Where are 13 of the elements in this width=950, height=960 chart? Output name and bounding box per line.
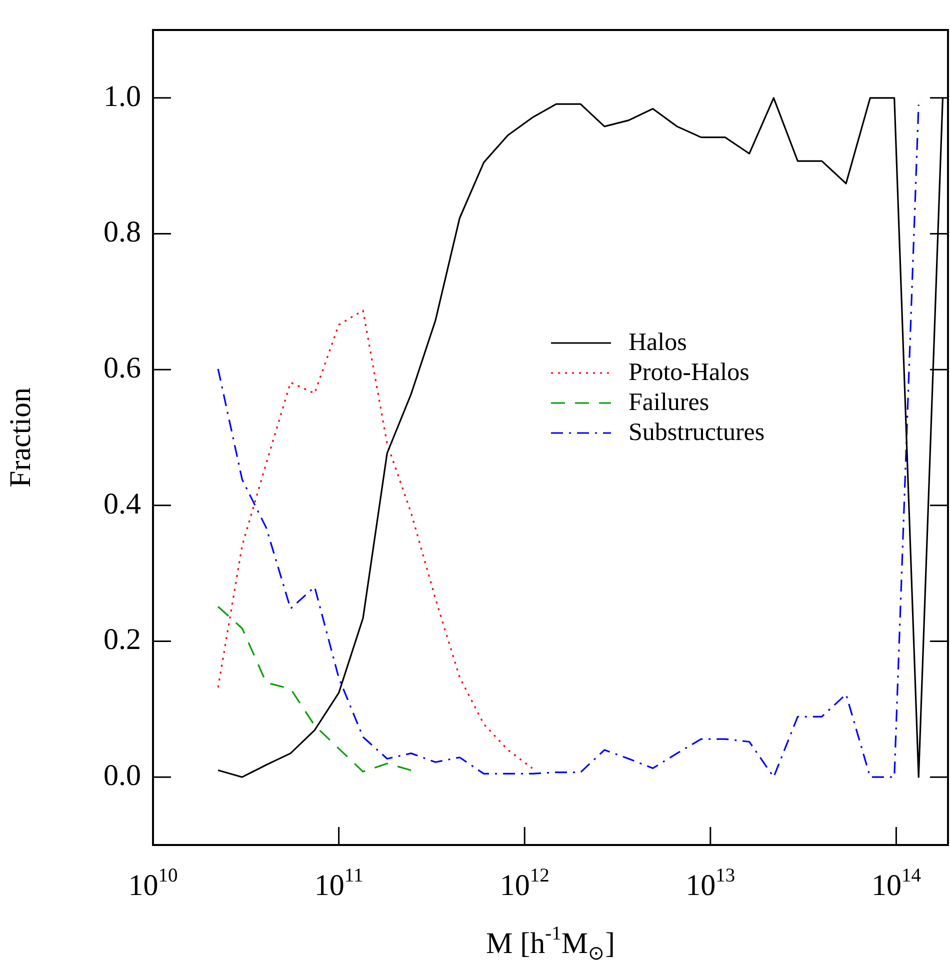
legend-label: Halos bbox=[628, 328, 687, 358]
y-tick-label: 0.4 bbox=[104, 487, 141, 520]
legend-label: Failures bbox=[628, 388, 710, 418]
y-tick-label: 1.0 bbox=[104, 80, 141, 113]
y-tick-label: 0.2 bbox=[104, 623, 141, 656]
legend-label: Proto-Halos bbox=[628, 358, 750, 388]
y-axis-title: Fraction bbox=[4, 388, 37, 488]
y-tick-label: 0.8 bbox=[104, 216, 141, 249]
line-series bbox=[217, 310, 534, 770]
y-tick-label: 0.0 bbox=[104, 758, 141, 792]
legend-label: Substructures bbox=[628, 418, 765, 448]
line-series bbox=[217, 606, 412, 772]
y-tick-label: 0.6 bbox=[104, 351, 141, 384]
